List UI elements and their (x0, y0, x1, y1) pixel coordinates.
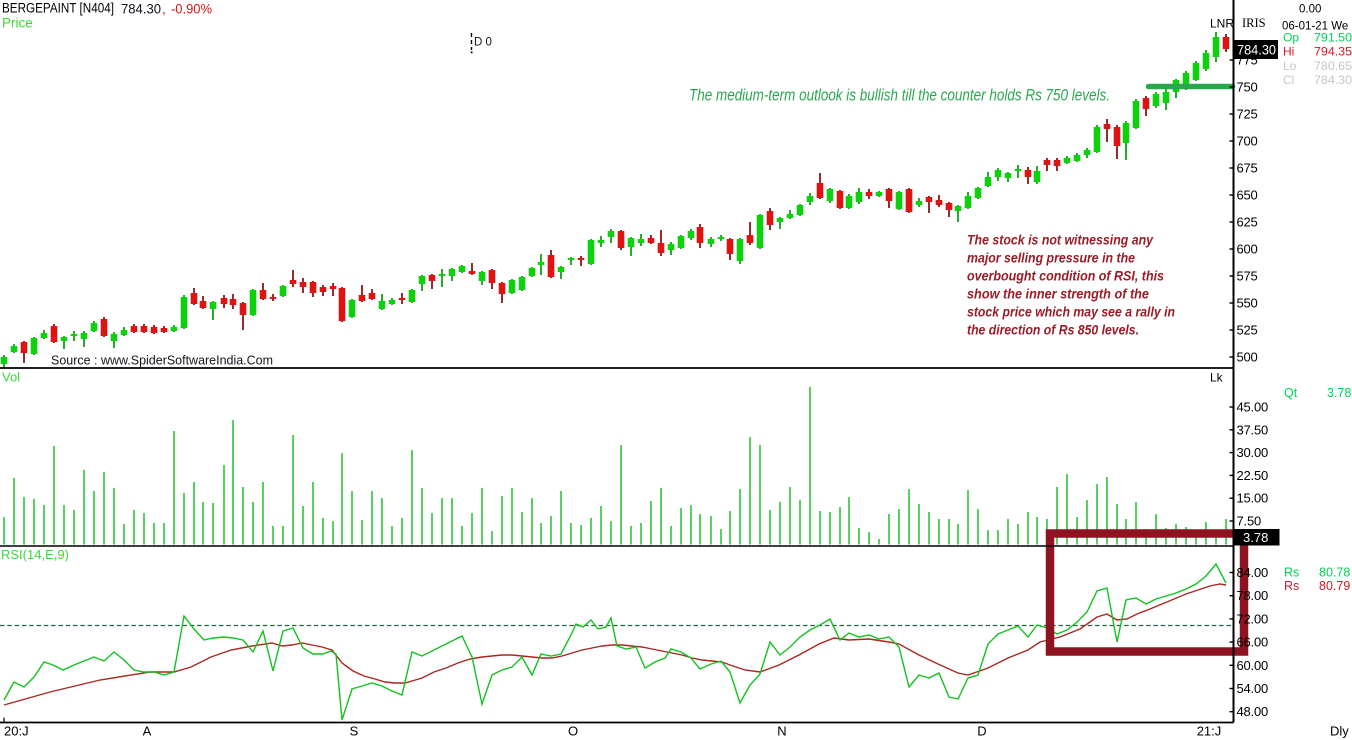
svg-text:7.50: 7.50 (1237, 514, 1262, 529)
svg-text:Rs: Rs (1284, 579, 1299, 593)
svg-text:Price: Price (2, 16, 33, 31)
svg-text:60.00: 60.00 (1237, 658, 1269, 673)
svg-text:625: 625 (1237, 215, 1258, 230)
svg-text:Lo: Lo (1283, 59, 1297, 73)
svg-text:major selling pressure in the: major selling pressure in the (967, 250, 1135, 266)
svg-text:30.00: 30.00 (1237, 445, 1269, 460)
svg-text:Cl: Cl (1283, 73, 1294, 87)
svg-text:D 0: D 0 (474, 37, 492, 49)
svg-text:N: N (777, 724, 786, 739)
svg-text:15.00: 15.00 (1237, 491, 1269, 506)
svg-text:750: 750 (1237, 80, 1258, 95)
svg-text:22.50: 22.50 (1237, 468, 1269, 483)
svg-text:84.00: 84.00 (1237, 565, 1269, 580)
svg-text:45.00: 45.00 (1237, 400, 1269, 415)
svg-text:RSI(14,E,9): RSI(14,E,9) (1, 547, 69, 562)
svg-text:A: A (143, 724, 152, 739)
svg-text:66.00: 66.00 (1237, 635, 1269, 650)
svg-text:-0.90%: -0.90% (171, 1, 212, 16)
svg-text:784.30: 784.30 (1237, 43, 1276, 58)
svg-text:784.30: 784.30 (1314, 73, 1352, 87)
svg-text:725: 725 (1237, 107, 1258, 122)
svg-text:3.78: 3.78 (1327, 386, 1351, 400)
svg-text:20:J: 20:J (4, 724, 29, 739)
svg-text:O: O (568, 724, 578, 739)
svg-text:3.78: 3.78 (1243, 530, 1268, 545)
svg-text:525: 525 (1237, 323, 1258, 338)
svg-text:78.00: 78.00 (1237, 588, 1269, 603)
svg-text:show the inner strength of the: show the inner strength of the (967, 286, 1149, 302)
svg-text:48.00: 48.00 (1237, 704, 1269, 719)
svg-text:791.50: 791.50 (1314, 31, 1352, 45)
svg-text:stock price which may see a ra: stock price which may see a rally in (967, 304, 1175, 320)
svg-text:600: 600 (1237, 242, 1258, 257)
svg-text:37.50: 37.50 (1237, 422, 1269, 437)
svg-text:Dly: Dly (1330, 724, 1349, 739)
svg-text:,: , (162, 1, 166, 16)
svg-text:overbought condition of RSI, t: overbought condition of RSI, this (967, 268, 1164, 284)
svg-text:Qt: Qt (1284, 386, 1298, 400)
svg-text:Lk: Lk (1210, 371, 1224, 385)
svg-text:Source : www.SpiderSoftwareInd: Source : www.SpiderSoftwareIndia.Com (51, 353, 273, 368)
svg-text:650: 650 (1237, 188, 1258, 203)
svg-text:21:J: 21:J (1197, 724, 1222, 739)
svg-text:780.65: 780.65 (1314, 59, 1352, 73)
svg-text:500: 500 (1237, 350, 1258, 365)
svg-text:700: 700 (1237, 134, 1258, 149)
svg-text:S: S (350, 724, 359, 739)
svg-text:550: 550 (1237, 296, 1258, 311)
svg-text:Vol: Vol (2, 370, 20, 385)
svg-text:784.30: 784.30 (121, 1, 161, 16)
svg-text:80.78: 80.78 (1319, 566, 1350, 580)
svg-text:IRIS: IRIS (1242, 16, 1266, 30)
svg-text:The stock is not witnessing an: The stock is not witnessing any (967, 232, 1154, 248)
svg-text:D: D (977, 724, 986, 739)
svg-text:the direction of Rs 850 levels: the direction of Rs 850 levels. (967, 322, 1139, 338)
svg-text:575: 575 (1237, 269, 1258, 284)
svg-text:675: 675 (1237, 161, 1258, 176)
svg-text:Hi: Hi (1283, 45, 1294, 59)
svg-text:Rs: Rs (1284, 566, 1299, 580)
svg-text:54.00: 54.00 (1237, 681, 1269, 696)
svg-text:06-01-21 We: 06-01-21 We (1282, 21, 1348, 33)
svg-text:LNR: LNR (1210, 17, 1234, 31)
svg-text:794.35: 794.35 (1314, 45, 1352, 59)
svg-text:The medium-term outlook is bul: The medium-term outlook is bullish till … (689, 86, 1110, 105)
svg-text:72.00: 72.00 (1237, 611, 1269, 626)
svg-text:BERGEPAINT [N404]: BERGEPAINT [N404] (2, 1, 114, 16)
svg-text:0.00: 0.00 (1299, 4, 1321, 16)
svg-text:80.79: 80.79 (1319, 579, 1350, 593)
svg-text:Op: Op (1283, 31, 1299, 45)
